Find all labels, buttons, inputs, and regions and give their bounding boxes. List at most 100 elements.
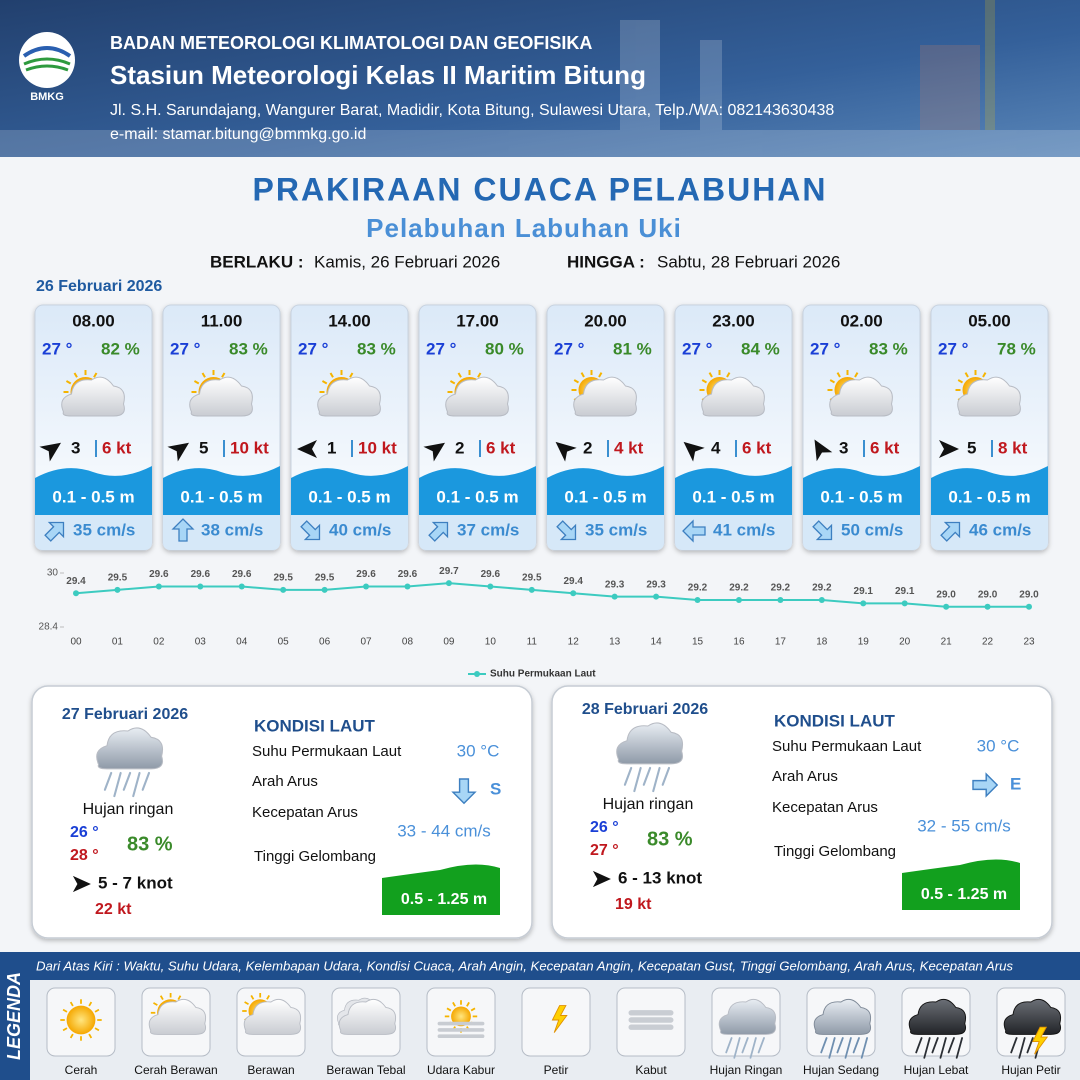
humidity: 81 % <box>613 339 652 358</box>
data-label: 29.6 <box>356 569 376 580</box>
wave: 0.5 - 1.25 m <box>401 891 487 908</box>
current-speed: 41 cm/s <box>713 520 775 539</box>
x-tick-label: 23 <box>1023 637 1035 648</box>
agency: BADAN METEOROLOGI KLIMATOLOGI DAN GEOFIS… <box>110 33 592 53</box>
sea-heading: KONDISI LAUT <box>254 716 376 735</box>
current-speed: 35 cm/s <box>73 520 135 539</box>
sun-ray <box>477 372 482 378</box>
data-label: 29.6 <box>149 569 169 580</box>
wind-arrow <box>39 442 62 462</box>
lightning <box>551 1005 568 1033</box>
data-label: 29.5 <box>522 573 542 584</box>
gust: 10 kt <box>358 438 397 457</box>
speed-label: Kecepatan Arus <box>772 799 878 816</box>
address: Jl. S.H. Sarundajang, Wangurer Barat, Ma… <box>110 102 834 119</box>
gust: 6 kt <box>742 438 772 457</box>
data-label: 29.4 <box>563 576 583 587</box>
sst-point <box>114 586 121 593</box>
lightning <box>1032 1026 1049 1055</box>
weather-icon <box>61 370 125 417</box>
rain <box>852 1037 860 1054</box>
current-speed: 40 cm/s <box>329 520 391 539</box>
sun-ray <box>177 995 182 1000</box>
validity-from: Kamis, 26 Februari 2026 <box>314 252 500 271</box>
x-tick-label: 07 <box>360 637 372 648</box>
sst-point <box>321 586 328 593</box>
sun-ray <box>221 372 226 378</box>
rain <box>955 1037 964 1059</box>
rain <box>939 1037 947 1059</box>
sst: 30 °C <box>977 736 1020 755</box>
cloud <box>96 727 164 770</box>
sun-ray <box>598 372 603 378</box>
weather: Hujan ringan <box>83 801 174 818</box>
time: 23.00 <box>712 311 755 330</box>
legend-item: Hujan Ringan <box>710 1063 783 1077</box>
wave-height: 0.1 - 0.5 m <box>820 487 902 506</box>
wave-height: 0.1 - 0.5 m <box>948 487 1030 506</box>
x-tick-label: 17 <box>775 637 787 648</box>
humidity: 82 % <box>101 339 140 358</box>
title: PRAKIRAAN CUACA PELABUHAN <box>252 171 827 207</box>
sun-ray <box>94 1027 100 1032</box>
data-label: 29.0 <box>936 589 956 600</box>
time: 11.00 <box>201 311 243 330</box>
sst-point <box>570 590 577 597</box>
x-tick-label: 19 <box>858 637 870 648</box>
sst-point <box>611 593 618 600</box>
current-bg <box>547 515 664 550</box>
wave <box>163 466 280 515</box>
wave-height: 0.1 - 0.5 m <box>180 487 262 506</box>
x-tick-label: 01 <box>112 637 124 648</box>
cloud <box>718 998 777 1035</box>
sst-point <box>984 603 991 610</box>
legend-box <box>521 987 591 1057</box>
cloud <box>338 998 397 1035</box>
dir-label: Arah Arus <box>772 768 838 785</box>
wind-arrow <box>683 441 705 462</box>
temperature: 27 ° <box>298 339 329 358</box>
data-label: 29.2 <box>771 583 791 594</box>
wave-height: 0.1 - 0.5 m <box>308 487 390 506</box>
data-label: 29.2 <box>729 583 749 594</box>
sst-point <box>445 580 452 587</box>
rain <box>141 771 151 791</box>
weather-icon <box>718 998 777 1059</box>
sun-ray <box>62 1008 68 1013</box>
humidity: 83 % <box>647 828 693 850</box>
legend-item: Kabut <box>635 1063 667 1077</box>
data-label: 29.6 <box>398 569 418 580</box>
sun-ray <box>73 372 78 378</box>
rain <box>947 1037 955 1054</box>
humidity: 78 % <box>997 339 1036 358</box>
cloud <box>61 376 125 417</box>
subtitle: Pelabuhan Labuhan Uki <box>366 213 682 243</box>
rain <box>113 771 122 798</box>
x-tick-label: 20 <box>899 637 911 648</box>
cloud <box>616 722 684 765</box>
sst-point <box>487 583 494 590</box>
legend-item: Cerah <box>65 1063 98 1077</box>
logo-arc <box>22 46 72 58</box>
sun-ray <box>62 1027 68 1032</box>
sun-ray <box>69 1001 74 1007</box>
data-label: 29.2 <box>688 583 708 594</box>
temperature: 27 ° <box>554 339 585 358</box>
gust: 6 kt <box>486 438 516 457</box>
separator <box>607 440 609 457</box>
wind-speed: 3 <box>839 438 848 457</box>
rain <box>749 1037 757 1059</box>
wave <box>803 466 920 515</box>
weather-icon <box>437 1000 485 1039</box>
gust: 6 kt <box>102 438 132 457</box>
wave <box>35 466 152 515</box>
rain <box>828 1037 836 1059</box>
x-tick-label: 21 <box>941 637 953 648</box>
sun-ray <box>266 994 270 1000</box>
validity-from-label: BERLAKU : <box>210 252 304 271</box>
legend-bar <box>0 952 1080 980</box>
wind-arrow <box>592 870 611 888</box>
cloud <box>317 376 381 417</box>
rain <box>844 1037 852 1059</box>
